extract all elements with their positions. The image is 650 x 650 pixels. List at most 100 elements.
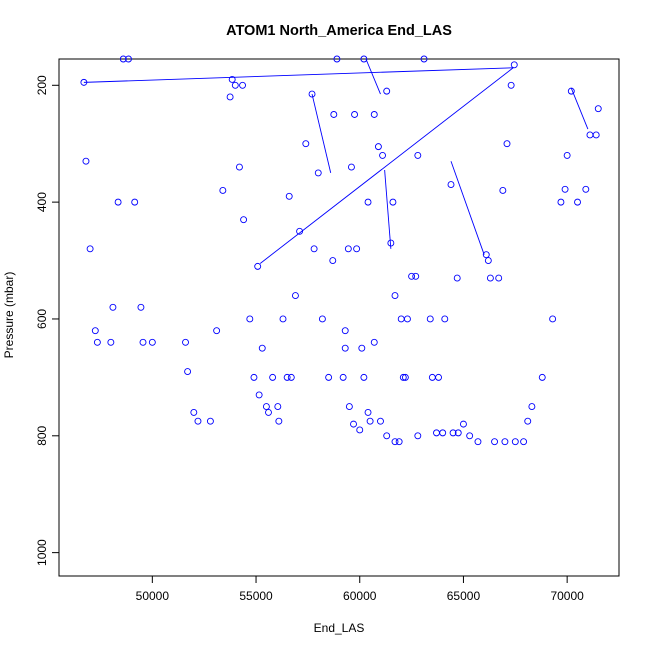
- data-point: [449, 429, 457, 437]
- data-point: [383, 87, 391, 95]
- data-point: [360, 55, 368, 63]
- data-point: [582, 185, 590, 193]
- data-point: [356, 426, 364, 434]
- data-point: [283, 373, 291, 381]
- data-point: [206, 417, 214, 425]
- data-point: [408, 272, 416, 280]
- data-point: [441, 315, 449, 323]
- data-point: [80, 78, 88, 86]
- data-point: [279, 315, 287, 323]
- data-point: [366, 417, 374, 425]
- y-axis: 200 400 600 800 1000: [35, 75, 60, 566]
- data-point: [395, 438, 403, 446]
- data-point: [592, 131, 600, 139]
- data-point: [329, 257, 337, 264]
- data-point: [302, 140, 310, 148]
- data-point: [474, 438, 482, 446]
- data-point: [389, 198, 397, 206]
- data-point: [341, 327, 349, 335]
- connector-line: [83, 67, 514, 83]
- data-point: [351, 111, 359, 118]
- data-point: [275, 417, 283, 425]
- connector-line: [365, 58, 381, 95]
- data-point: [262, 403, 270, 411]
- data-point: [86, 245, 94, 253]
- data-point: [345, 403, 353, 411]
- data-point: [125, 55, 132, 63]
- data-point: [347, 163, 355, 171]
- data-point: [287, 373, 295, 381]
- data-point: [567, 87, 575, 95]
- data-point: [428, 373, 436, 381]
- data-point: [194, 417, 202, 425]
- data-point: [507, 81, 515, 89]
- x-axis-label: End_LAS: [314, 621, 365, 635]
- data-point: [401, 373, 409, 381]
- data-point: [255, 391, 263, 399]
- data-point: [459, 420, 467, 428]
- data-point: [333, 55, 341, 63]
- data-point: [213, 327, 221, 335]
- data-point: [435, 373, 443, 381]
- data-point: [574, 198, 581, 206]
- data-point: [246, 315, 254, 323]
- data-point: [399, 373, 407, 381]
- data-point: [412, 272, 420, 280]
- connector-lines-group: [83, 58, 589, 264]
- data-point: [594, 105, 602, 113]
- data-point: [109, 303, 117, 311]
- data-point: [250, 373, 258, 381]
- data-point: [231, 81, 239, 89]
- connector-line: [570, 88, 589, 130]
- data-point: [454, 429, 462, 437]
- data-point: [139, 338, 147, 346]
- data-point: [379, 151, 387, 159]
- data-point: [370, 111, 378, 118]
- x-tick-label: 50000: [136, 589, 170, 603]
- plot-area-border: [58, 58, 620, 577]
- x-tick-label: 70000: [550, 589, 584, 603]
- data-point: [296, 227, 304, 235]
- data-point: [420, 55, 428, 63]
- data-point: [426, 315, 434, 323]
- y-tick-label: 400: [35, 192, 49, 212]
- data-point: [403, 315, 411, 323]
- data-point: [131, 198, 139, 206]
- data-point: [586, 131, 594, 139]
- data-point: [265, 408, 272, 416]
- data-point: [414, 151, 422, 159]
- data-points-group: [80, 55, 602, 446]
- data-point: [190, 408, 198, 416]
- data-point: [491, 438, 499, 446]
- data-point: [239, 81, 247, 89]
- data-point: [486, 274, 494, 282]
- data-point: [397, 315, 405, 323]
- data-point: [557, 198, 565, 206]
- data-point: [387, 239, 395, 247]
- data-point: [391, 292, 399, 300]
- data-point: [511, 438, 519, 446]
- x-tick-label: 65000: [447, 589, 481, 603]
- data-point: [82, 157, 90, 165]
- data-point: [235, 163, 243, 171]
- y-axis-label: Pressure (mbar): [2, 272, 16, 359]
- data-point: [314, 169, 322, 177]
- data-point: [503, 140, 511, 148]
- data-point: [433, 429, 440, 437]
- data-point: [482, 251, 490, 259]
- y-tick-label: 1000: [35, 539, 49, 566]
- y-tick-label: 200: [35, 75, 49, 95]
- data-point: [254, 262, 262, 270]
- data-point: [447, 181, 455, 189]
- data-point: [318, 315, 326, 323]
- data-point: [383, 432, 391, 440]
- data-point: [184, 368, 192, 375]
- chart-title: ATOM1 North_America End_LAS: [226, 23, 452, 39]
- data-point: [219, 186, 227, 194]
- data-point: [364, 408, 372, 416]
- data-point: [339, 373, 347, 381]
- data-point: [93, 338, 101, 346]
- x-axis: 50000 55000 60000 65000 70000: [136, 575, 584, 603]
- data-point: [501, 438, 509, 446]
